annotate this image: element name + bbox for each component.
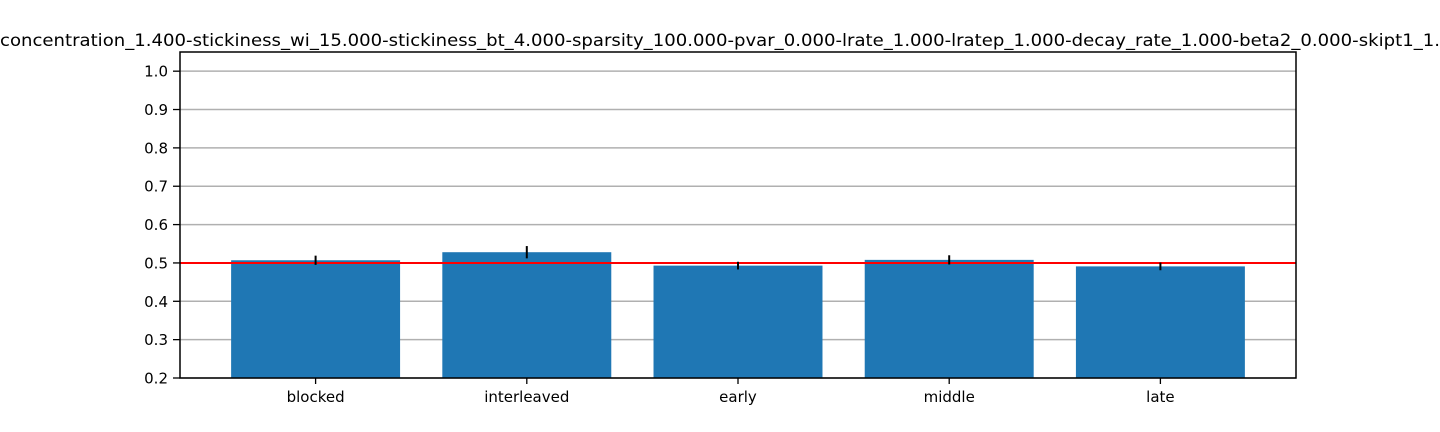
y-tick-label: 0.4 — [144, 293, 168, 311]
y-tick-label: 0.8 — [144, 139, 168, 157]
chart-title: concentration_1.400-stickiness_wi_15.000… — [0, 31, 1440, 51]
x-tick-label-middle: middle — [924, 388, 975, 406]
bars — [231, 252, 1245, 378]
x-tick-label-late: late — [1146, 388, 1174, 406]
y-tick-label: 0.6 — [144, 216, 168, 234]
x-axis: blocked interleaved early middle late — [287, 378, 1175, 406]
y-tick-label: 0.9 — [144, 101, 168, 119]
bar-late — [1075, 266, 1245, 378]
bar-early — [653, 265, 823, 378]
x-tick-label-early: early — [719, 388, 757, 406]
x-tick-label-blocked: blocked — [287, 388, 345, 406]
y-tick-label: 0.3 — [144, 331, 168, 349]
y-axis: 0.2 0.3 0.4 0.5 0.6 0.7 0.8 0.9 1.0 — [144, 63, 180, 388]
bar-middle — [864, 259, 1034, 378]
y-tick-label: 0.7 — [144, 178, 168, 196]
y-tick-label: 0.2 — [144, 370, 168, 388]
bar-interleaved — [442, 252, 612, 378]
error-bars — [314, 246, 1162, 271]
y-tick-label: 1.0 — [144, 63, 168, 81]
y-tick-label: 0.5 — [144, 254, 168, 272]
x-tick-label-interleaved: interleaved — [484, 388, 569, 406]
bar-blocked — [231, 260, 401, 378]
